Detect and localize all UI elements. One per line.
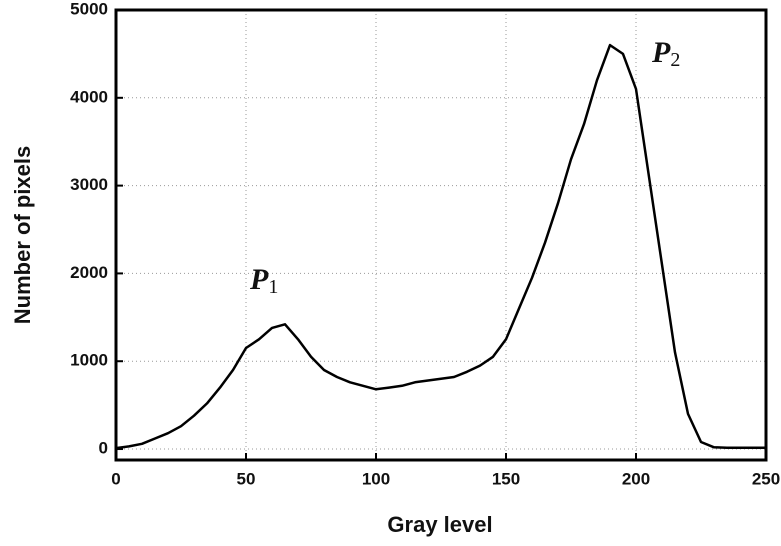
x-tick-label: 250	[752, 469, 780, 488]
y-axis-label: Number of pixels	[10, 146, 35, 324]
data-line	[115, 43, 766, 450]
annotation-letter: P	[249, 263, 269, 296]
annotation-subscript: 2	[670, 49, 680, 71]
annotation: P2	[651, 36, 680, 71]
y-tick-label: 4000	[70, 87, 108, 106]
y-tick-label: 0	[99, 439, 108, 458]
y-tick-label: 5000	[70, 0, 108, 18]
x-tick-label: 50	[237, 469, 256, 488]
annotation-letter: P	[651, 36, 671, 69]
y-tick-label: 2000	[70, 263, 108, 282]
annotation-subscript: 1	[268, 276, 278, 298]
x-tick-label: 150	[492, 469, 520, 488]
plot-frame	[114, 8, 768, 462]
y-tick-label: 3000	[70, 175, 108, 194]
y-tick-label: 1000	[70, 351, 108, 370]
x-tick-label: 0	[111, 469, 120, 488]
x-tick-label: 100	[362, 469, 390, 488]
annotation: P1	[249, 263, 278, 298]
x-axis-label: Gray level	[387, 512, 492, 537]
x-tick-label: 200	[622, 469, 650, 488]
